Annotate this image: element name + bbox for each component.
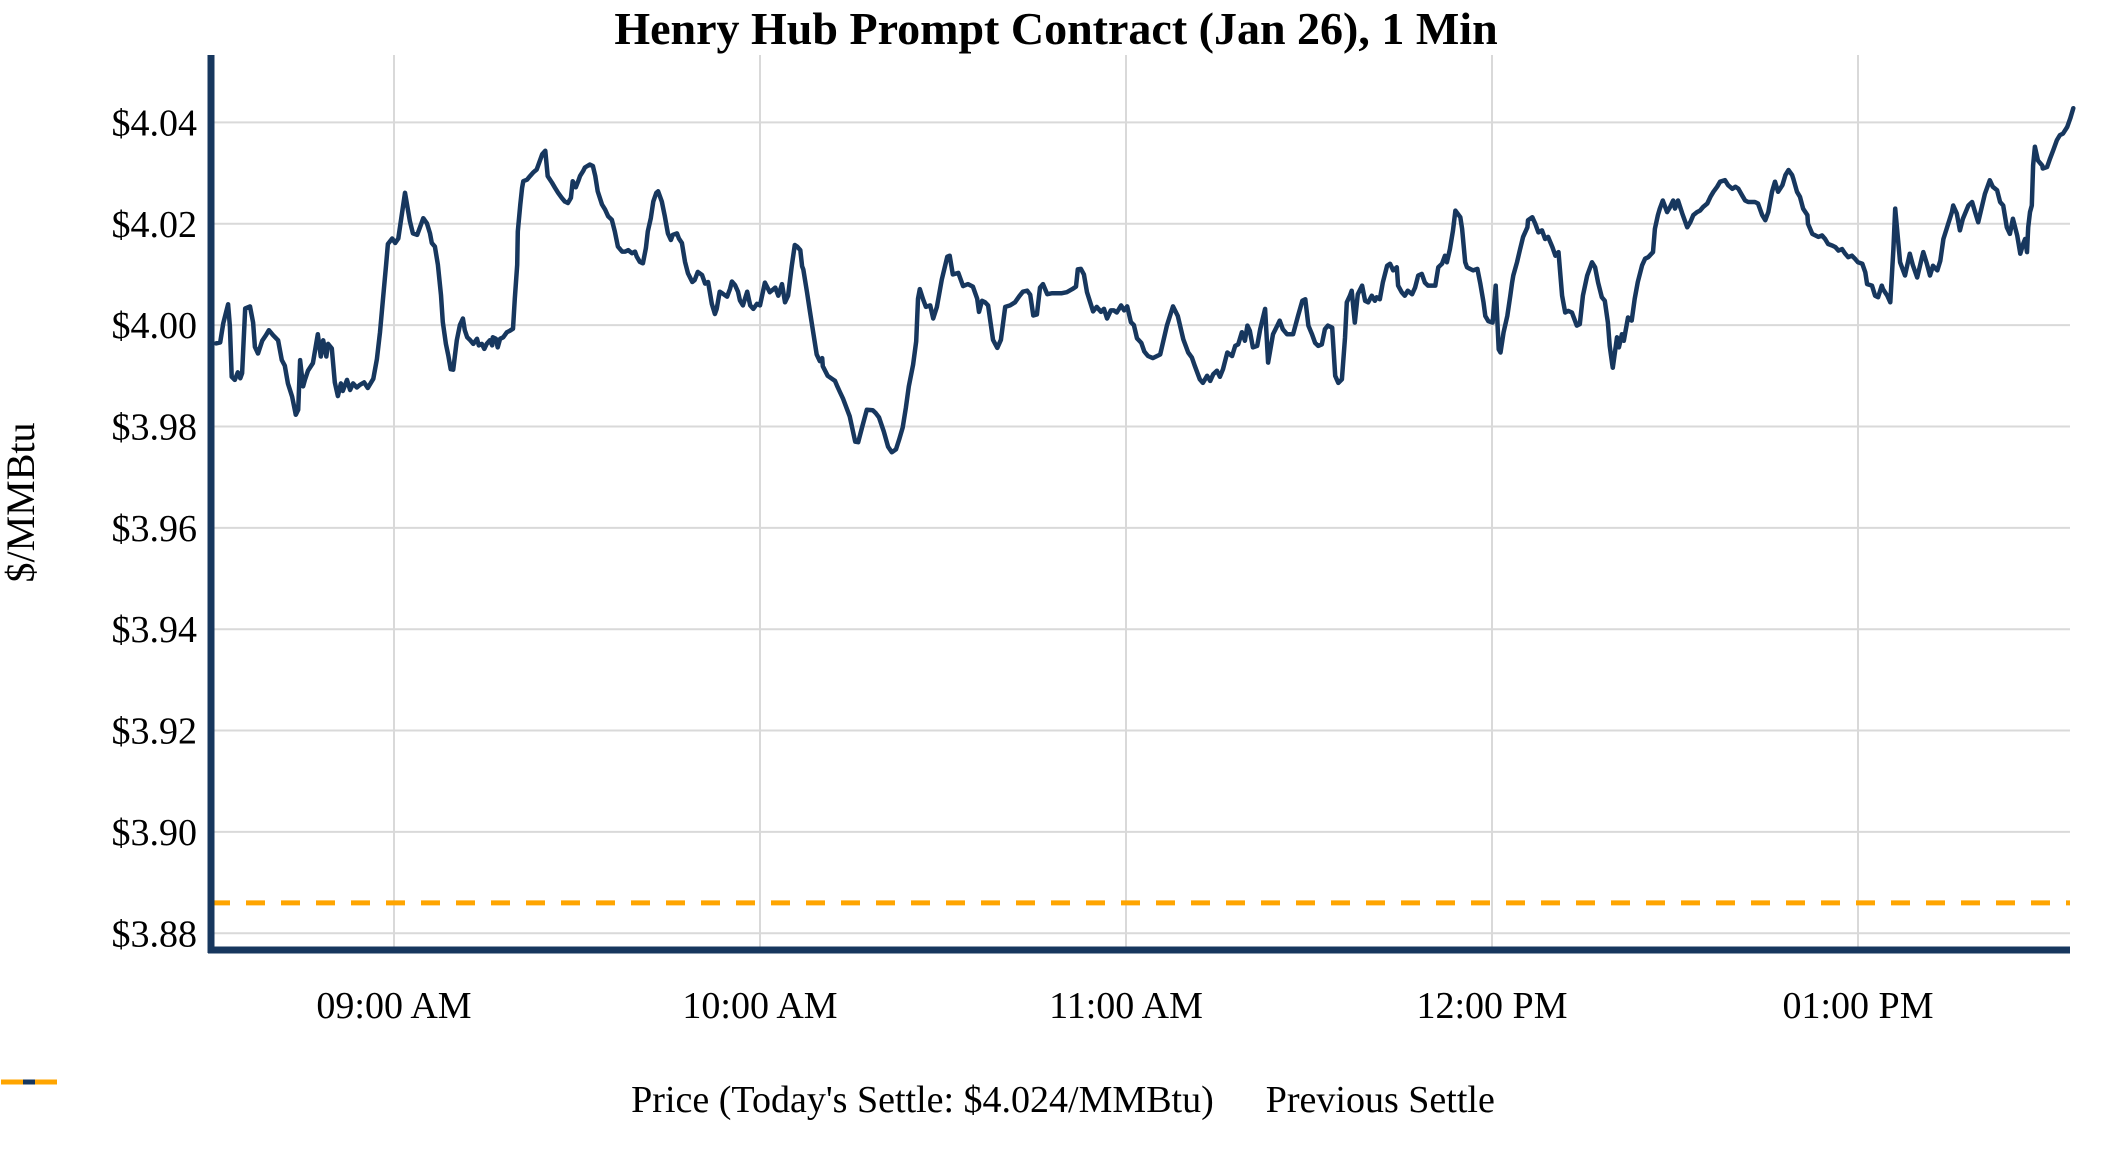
y-axis-title: $/MMBtu [0,422,43,582]
y-tick-label: $3.98 [112,406,198,448]
chart-legend: Price (Today's Settle: $4.024/MMBtu) Pre… [0,1078,2112,1122]
y-tick-label: $3.96 [112,508,198,550]
y-tick-label: $3.90 [112,812,198,854]
legend-prev-settle-label: Previous Settle [1265,1079,1495,1121]
legend-price-label: Price (Today's Settle: $4.024/MMBtu) [631,1079,1214,1121]
y-tick-label: $4.00 [112,305,198,347]
y-tick-label: $3.92 [112,711,198,753]
y-tick-label: $3.88 [112,913,198,955]
x-tick-label: 09:00 AM [316,985,471,1027]
y-tick-label: $4.02 [112,204,198,246]
price-line [213,105,2076,455]
legend-item-prev-settle: Previous Settle [1,1078,1495,1122]
x-tick-label: 10:00 AM [682,985,837,1027]
legend-item-price: Price (Today's Settle: $4.024/MMBtu) [1,1078,1214,1122]
x-tick-label: 12:00 PM [1417,985,1568,1027]
x-tick-label: 11:00 AM [1049,985,1203,1027]
chart-title: Henry Hub Prompt Contract (Jan 26), 1 Mi… [614,3,1498,54]
x-tick-label: 01:00 PM [1783,985,1934,1027]
y-tick-label: $3.94 [112,609,198,651]
y-tick-label: $4.04 [112,102,198,144]
